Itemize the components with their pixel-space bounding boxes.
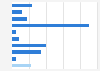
Bar <box>12 44 46 47</box>
Bar <box>12 57 16 61</box>
Bar <box>12 30 16 34</box>
Bar <box>12 50 41 54</box>
Bar <box>12 37 19 41</box>
Bar <box>12 24 89 27</box>
Bar <box>12 10 22 14</box>
Bar <box>12 64 31 67</box>
Bar <box>12 4 32 7</box>
Bar <box>12 17 27 21</box>
